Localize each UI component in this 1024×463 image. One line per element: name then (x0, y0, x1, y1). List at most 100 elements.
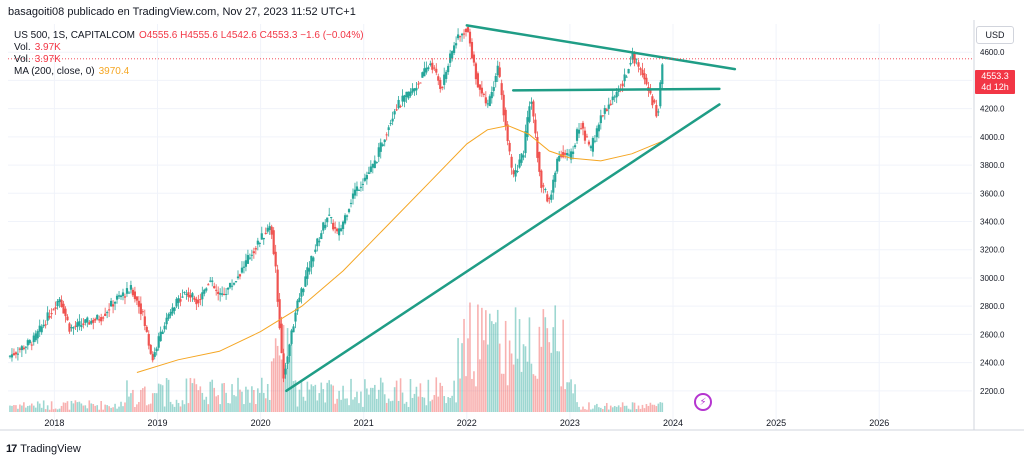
candle-body (193, 297, 196, 300)
volume-bar (165, 378, 168, 412)
candle-body (336, 228, 339, 232)
candle-body (149, 344, 152, 354)
candle-body (270, 226, 273, 235)
candle-body (474, 63, 478, 80)
candle-body (631, 53, 634, 60)
volume-bar (423, 397, 426, 412)
candle-body (524, 131, 527, 154)
volume-bar (360, 391, 362, 412)
volume-bar (641, 404, 644, 412)
volume-bar (441, 385, 444, 412)
candle-body (36, 331, 39, 339)
volume-bar (584, 409, 586, 412)
currency-button[interactable]: USD (976, 26, 1014, 44)
candle-body (70, 327, 73, 329)
candle-body (292, 326, 295, 333)
volume-bar (375, 398, 378, 412)
tradingview-logo-icon: 17 (6, 443, 17, 455)
candle-body (538, 151, 541, 172)
volume-bar (552, 327, 555, 412)
candle-body (591, 138, 595, 152)
candle-body (272, 230, 275, 254)
candle-body (345, 215, 349, 217)
candle-body (26, 340, 29, 346)
volume-bar (417, 396, 420, 412)
volume-bar (548, 342, 551, 412)
volume-bar (62, 402, 65, 412)
volume-bar (153, 393, 156, 412)
y-tick-label: 3800.0 (980, 161, 1005, 170)
volume-bar (223, 383, 225, 412)
volume-bar (328, 380, 331, 412)
volume-bar (374, 384, 376, 412)
volume-bar (483, 340, 485, 412)
candle-body (421, 72, 424, 78)
candle-body (20, 346, 23, 351)
volume-bar (120, 401, 122, 412)
candle-body (575, 129, 579, 141)
candle-body (462, 33, 466, 35)
candle-body (328, 214, 331, 216)
volume-bar (570, 379, 572, 412)
volume-bar (459, 378, 461, 412)
candle-body (290, 330, 293, 344)
volume-bar (496, 309, 499, 412)
volume-bar (286, 328, 289, 412)
x-tick-label: 2019 (147, 418, 167, 428)
candle-body (248, 257, 251, 259)
candle-body (568, 154, 571, 156)
volume-bar (588, 402, 590, 412)
last-price-tag: 4553.3 4d 12h (975, 70, 1015, 94)
volume-bar (44, 409, 47, 412)
volume-bar (306, 381, 309, 412)
volume-bar (76, 402, 79, 412)
volume-bar (413, 393, 416, 412)
lightning-icon[interactable]: ⚡ (694, 393, 712, 411)
candle-body (595, 128, 598, 138)
volume-bar (264, 398, 267, 412)
volume-bar (46, 405, 49, 412)
volume-bar (253, 390, 255, 412)
candle-body (504, 109, 507, 127)
volume-bar (225, 392, 227, 412)
candle-body (627, 69, 630, 74)
candle-body (34, 333, 37, 341)
candle-body (284, 368, 287, 375)
symbol-label[interactable]: US 500, 1S, CAPITALCOM (14, 30, 135, 41)
candle-body (153, 352, 156, 357)
candle-body (423, 68, 426, 77)
candle-body (42, 324, 45, 327)
candle-body (76, 322, 79, 328)
volume-bar (292, 381, 295, 412)
volume-bar (344, 398, 346, 412)
volume-bar (352, 399, 354, 412)
volume-bar (233, 395, 235, 412)
ma-value: 3970.4 (98, 66, 130, 77)
volume-bar (477, 304, 479, 412)
candle-body (496, 65, 499, 76)
volume-bar (13, 405, 15, 412)
candle-body (268, 226, 271, 231)
volume-bar (175, 399, 178, 412)
candle-body (205, 288, 208, 291)
candle-body (441, 86, 444, 88)
volume-bar (201, 392, 204, 412)
candle-body (556, 158, 559, 172)
volume-bar (199, 386, 202, 412)
candle-body (82, 323, 85, 325)
candle-body (72, 327, 75, 329)
candle-body (252, 251, 255, 254)
volume-bar (455, 402, 457, 412)
candle-body (223, 293, 226, 295)
candle-body (236, 276, 240, 279)
candle-body (66, 316, 69, 321)
volume-bar (598, 407, 600, 412)
candle-body (609, 103, 612, 105)
volume-bar (197, 390, 200, 412)
candle-body (369, 166, 372, 172)
volume-bar (602, 409, 604, 412)
candle-body (411, 88, 414, 93)
candle-body (106, 312, 109, 314)
candle-body (641, 69, 644, 76)
